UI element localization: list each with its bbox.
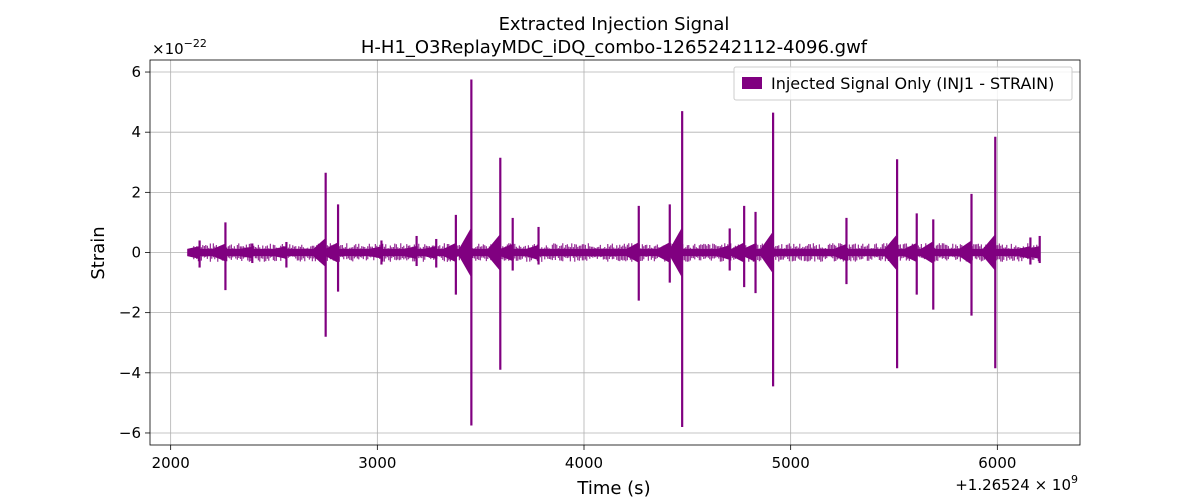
signal-chirp	[369, 246, 382, 259]
y-tick-label: −4	[119, 364, 141, 382]
legend-box	[733, 66, 1073, 101]
legend-label: Injected Signal Only (INJ1 - STRAIN)	[771, 74, 1054, 93]
x-ticks: 2000 3000 4000 5000 6000	[152, 445, 1016, 472]
signal-chirp	[274, 246, 287, 259]
y-tick-label: −6	[119, 424, 141, 442]
signal-chirp	[404, 246, 417, 259]
signal-chirp	[313, 237, 326, 268]
series-layer	[187, 79, 1041, 427]
signal-chirp	[213, 243, 226, 262]
chart-subtitle: H-H1_O3ReplayMDC_iDQ_combo-1265242112-40…	[361, 37, 868, 58]
y-tick-label: 6	[131, 63, 141, 81]
y-ticks: −6 −4 −2 0 2 4 6	[119, 63, 150, 442]
signal-chirp	[239, 246, 253, 259]
x-tick-label: 3000	[358, 454, 396, 472]
signal-chirp	[743, 243, 756, 262]
signal-chirp	[904, 242, 917, 263]
signal-chirp	[717, 245, 730, 260]
signal-chirp	[487, 233, 501, 272]
signal-chirp	[443, 242, 456, 263]
signal-chirp	[834, 243, 847, 262]
signal-chirp	[982, 234, 996, 271]
y-scale-label: ×10−22	[152, 37, 207, 58]
x-tick-label: 5000	[772, 454, 810, 472]
legend: Injected Signal Only (INJ1 - STRAIN)	[733, 66, 1073, 101]
signal-chirp	[959, 240, 972, 265]
x-tick-label: 2000	[152, 454, 190, 472]
signal-chirp	[760, 231, 774, 274]
signal-chirp	[458, 227, 472, 278]
signal-chirp	[626, 242, 639, 263]
signal-chirp	[669, 227, 683, 278]
x-offset-label: +1.26524 × 109	[955, 473, 1078, 494]
signal-chirp	[187, 246, 200, 259]
signal-chirp	[1027, 246, 1040, 259]
y-tick-label: 2	[131, 183, 141, 201]
signal-chirp	[325, 242, 339, 263]
signal-chirp	[731, 242, 745, 263]
signal-chirp	[884, 234, 898, 271]
x-axis-label: Time (s)	[576, 478, 650, 499]
x-tick-label: 6000	[978, 454, 1016, 472]
signal-chirp	[423, 246, 437, 259]
signal-chirp	[526, 244, 539, 261]
y-tick-label: 4	[131, 123, 141, 141]
x-tick-label: 4000	[565, 454, 603, 472]
y-tick-label: −2	[119, 304, 141, 322]
y-tick-label: 0	[131, 244, 141, 262]
chart-title: Extracted Injection Signal	[499, 14, 730, 35]
legend-swatch	[742, 77, 762, 89]
y-axis-label: Strain	[88, 226, 109, 279]
signal-chirp	[920, 241, 934, 264]
signal-chirp	[500, 243, 513, 262]
signal-chirp	[657, 242, 670, 263]
